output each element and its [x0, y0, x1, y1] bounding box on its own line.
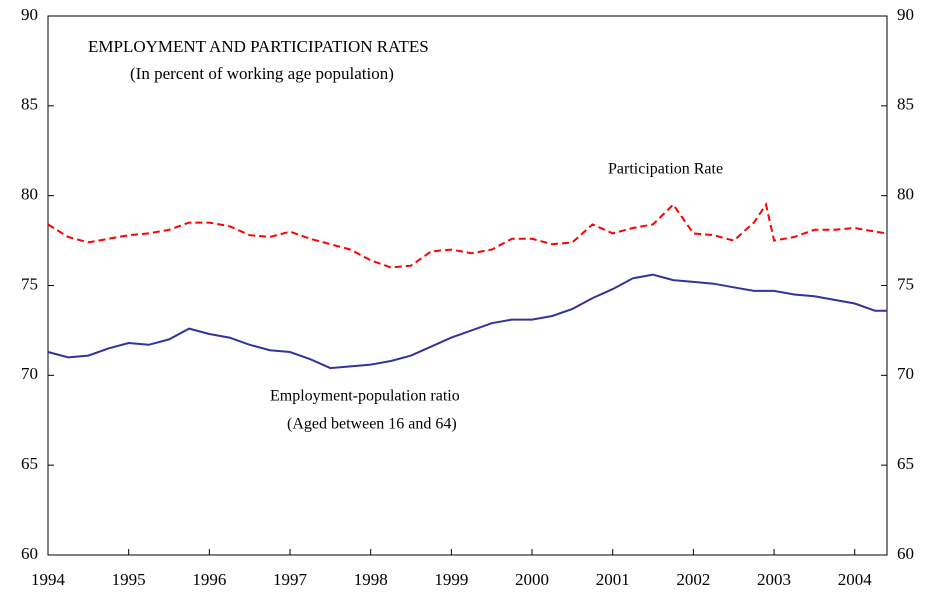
- x-tick-label: 1997: [273, 570, 308, 589]
- x-tick-label: 2000: [515, 570, 549, 589]
- x-tick-label: 1998: [354, 570, 388, 589]
- y2-tick-label: 80: [897, 185, 914, 204]
- y-tick-label: 60: [21, 544, 38, 563]
- y-tick-label: 70: [21, 364, 38, 383]
- x-tick-label: 1999: [434, 570, 468, 589]
- x-tick-label: 2002: [676, 570, 710, 589]
- chart-subtitle: (In percent of working age population): [130, 64, 394, 83]
- series-line: [47, 273, 887, 370]
- y2-tick-label: 75: [897, 274, 914, 293]
- plot-frame: [47, 15, 888, 556]
- x-tick-label: 2004: [838, 570, 873, 589]
- x-tick-label: 2003: [757, 570, 791, 589]
- y-tick-label: 85: [21, 95, 38, 114]
- series-line: [47, 202, 888, 269]
- annotation: (Aged between 16 and 64): [287, 416, 457, 433]
- annotation: Employment-population ratio: [270, 388, 460, 405]
- y2-tick-label: 65: [897, 454, 914, 473]
- annotation: Participation Rate: [608, 161, 723, 178]
- x-tick-label: 1994: [31, 570, 66, 589]
- x-tick-label: 1995: [112, 570, 146, 589]
- x-tick-label: 2001: [596, 570, 630, 589]
- y-tick-label: 65: [21, 454, 38, 473]
- y2-tick-label: 60: [897, 544, 914, 563]
- y2-tick-label: 90: [897, 5, 914, 24]
- x-tick-label: 1996: [192, 570, 226, 589]
- y-tick-label: 75: [21, 274, 38, 293]
- y2-tick-label: 70: [897, 364, 914, 383]
- chart-title: EMPLOYMENT AND PARTICIPATION RATES: [88, 37, 429, 56]
- y-tick-label: 80: [21, 185, 38, 204]
- y-tick-label: 90: [21, 5, 38, 24]
- y2-tick-label: 85: [897, 95, 914, 114]
